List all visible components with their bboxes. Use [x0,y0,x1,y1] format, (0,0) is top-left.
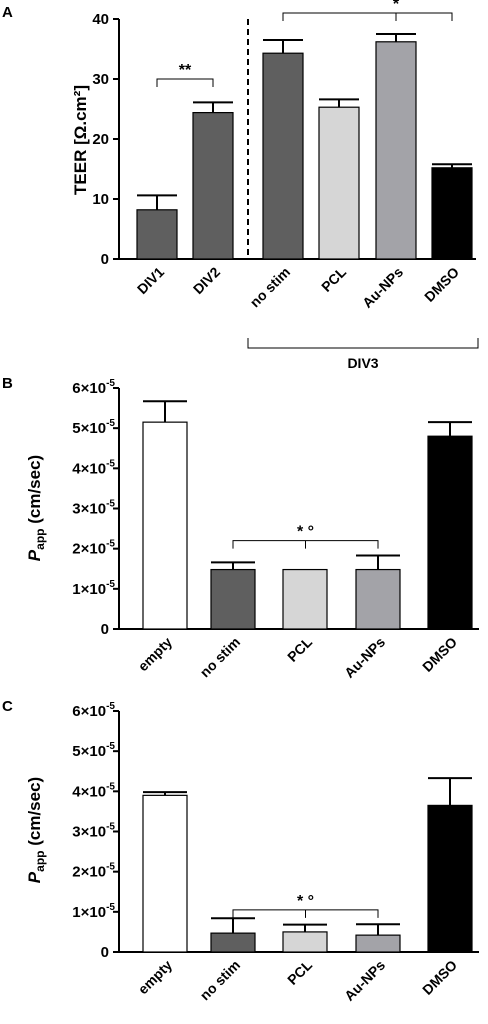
category-label: PCL [284,633,315,664]
bar [262,52,304,260]
y-tick-label: 6×10-5 [72,378,115,397]
significance-label: ** [179,62,192,79]
y-tick-label: 30 [92,71,109,88]
bar [318,106,360,260]
bar [142,794,188,953]
y-tick-label: 1×10-5 [72,579,115,598]
bar [355,934,401,953]
category-label: DIV2 [190,264,223,297]
y-tick-label: 0 [101,944,109,961]
category-label: no stim [247,264,294,311]
y-tick-label: 10 [92,191,109,208]
y-tick-label: 6×10-5 [72,701,115,720]
bar [375,41,417,260]
y-tick-label: 4×10-5 [72,458,115,477]
y-tick-label: 20 [92,131,109,148]
category-label: empty [135,957,176,998]
bar [282,568,328,630]
category-label: Au-NPs [341,957,388,1004]
y-tick-label: 0 [101,621,109,638]
bar [210,932,256,953]
y-tick-label: 3×10-5 [72,499,115,518]
category-label: no stim [197,634,244,681]
y-axis-title-a: TEER [Ω.cm²] [71,85,90,195]
category-label: PCL [284,956,315,987]
bar [431,167,473,260]
bar [355,568,401,630]
category-label: DIV1 [134,264,167,297]
y-tick-label: 0 [101,251,109,268]
bar [427,804,473,953]
y-tick-label: 5×10-5 [72,741,115,760]
significance-label: * [393,0,400,13]
bar [136,209,178,260]
category-label: DMSO [421,264,462,305]
chart-panel-c: Papp (cm/sec) 0 1×10-5 2×10-5 3×10-5 4×10-5 5… [25,701,479,1004]
y-tick-label: 2×10-5 [72,539,115,558]
group-label: DIV3 [347,355,378,371]
bar [192,111,234,260]
significance-bracket [282,12,453,21]
y-axis-title-b: Papp (cm/sec) [25,455,47,561]
y-tick-label: 40 [92,11,109,28]
y-tick-label: 5×10-5 [72,418,115,437]
category-label: DMSO [419,634,460,675]
significance-bracket [232,540,379,549]
category-label: Au-NPs [341,634,388,681]
significance-bracket [156,78,214,87]
y-tick-label: 3×10-5 [72,822,115,841]
bar [427,435,473,630]
panel-letter-b: B [2,375,13,392]
category-label: Au-NPs [359,264,406,311]
chart-panel-a: TEER [Ω.cm²] 0 10 20 30 40 DIV1 DIV2 no stim PC… [71,0,479,371]
category-label: DMSO [419,957,460,998]
bar [282,931,328,953]
category-label: PCL [318,263,349,294]
category-label: empty [135,634,176,675]
y-tick-label: 4×10-5 [72,781,115,800]
category-label: no stim [197,957,244,1004]
y-tick-label: 2×10-5 [72,862,115,881]
group-bracket [247,338,479,349]
bar [142,421,188,630]
panel-letter-a: A [2,4,13,21]
panel-letter-c: C [2,698,13,715]
bar [210,568,256,630]
chart-panel-b: Papp (cm/sec) 0 1×10-5 2×10-5 3×10-5 4×10-5 5… [25,378,479,681]
significance-label: * ° [297,524,314,541]
significance-label: * ° [297,893,314,910]
y-axis-title-c: Papp (cm/sec) [25,777,47,883]
y-tick-label: 1×10-5 [72,902,115,921]
